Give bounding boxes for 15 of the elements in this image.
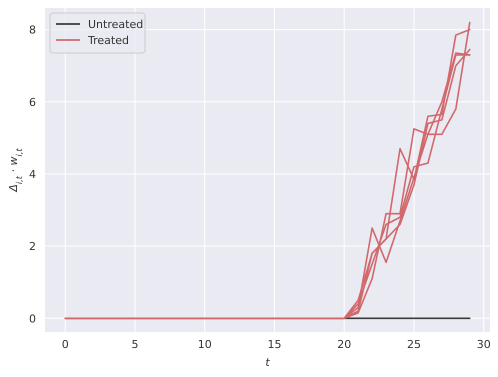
x-tick-label: 0 (62, 338, 69, 351)
y-tick-label: 4 (29, 168, 36, 181)
y-tick-label: 8 (29, 24, 36, 37)
legend-label: Untreated (88, 18, 144, 31)
y-tick-label: 2 (29, 240, 36, 254)
x-tick-label: 5 (131, 338, 138, 351)
x-tick-label: 20 (337, 338, 352, 351)
legend-label: Treated (87, 34, 129, 47)
y-tick-label: 0 (29, 312, 36, 326)
x-tick-label: 25 (406, 338, 421, 351)
y-tick-label: 6 (29, 96, 36, 109)
x-tick-label: 15 (267, 338, 282, 351)
x-axis-title: t (265, 356, 270, 369)
x-tick-label: 10 (198, 338, 212, 351)
x-tick-label: 30 (476, 338, 491, 351)
